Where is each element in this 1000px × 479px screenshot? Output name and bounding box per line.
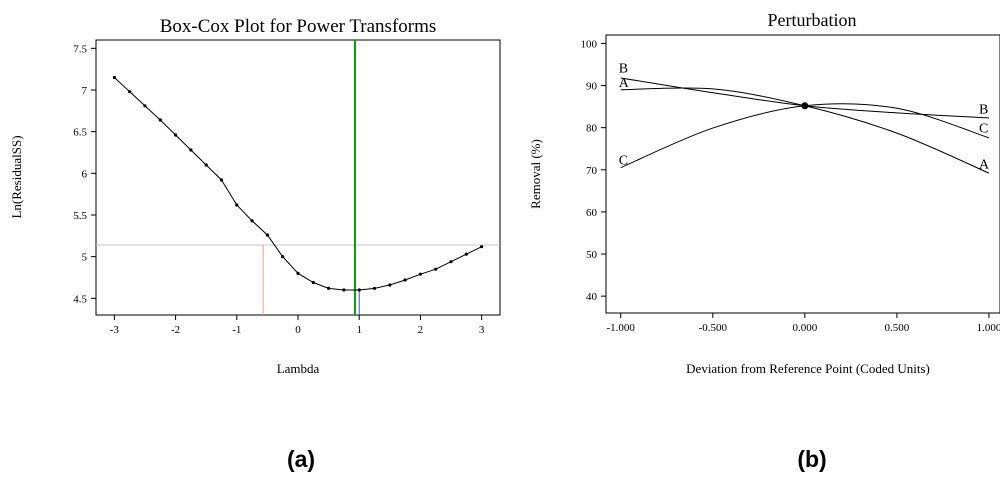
boxcox-y-tick-label: 7 <box>82 85 88 97</box>
boxcox-y-tick-label: 6 <box>82 168 88 180</box>
boxcox-x-tick-label: -2 <box>171 324 180 336</box>
boxcox-y-label: Ln(ResidualSS) <box>9 135 24 218</box>
boxcox-title: Box-Cox Plot for Power Transforms <box>160 16 437 37</box>
perturbation-y-tick-label: 50 <box>586 249 598 261</box>
perturbation-x-tick-label: -0.500 <box>699 322 728 334</box>
perturbation-y-tick-label: 80 <box>586 123 598 135</box>
boxcox-chart: Box-Cox Plot for Power Transforms -3 -2 -1… <box>9 16 501 376</box>
panel-label-a: (a) <box>287 446 315 472</box>
boxcox-point <box>372 286 377 290</box>
boxcox-x-tick-label: -1 <box>232 324 241 336</box>
boxcox-point <box>296 271 300 275</box>
boxcox-point <box>434 267 438 271</box>
perturbation-x-tick-label: 0.000 <box>792 322 817 334</box>
perturbation-x-tick-label: 1.000 <box>977 322 1000 334</box>
perturbation-series-label-right: B <box>979 103 988 118</box>
boxcox-x-axis: -3 -2 -1 0 1 2 3 <box>110 315 485 336</box>
panel-label-b: (b) <box>797 446 826 472</box>
perturbation-y-tick-label: 100 <box>581 38 598 50</box>
perturbation-series-label-left: B <box>619 61 628 76</box>
boxcox-y-tick-label: 5.5 <box>73 210 87 222</box>
boxcox-x-label: Lambda <box>277 361 320 376</box>
perturbation-x-tick-label: 0.500 <box>885 322 910 334</box>
boxcox-point <box>281 255 285 259</box>
perturbation-series-label-right: A <box>979 157 990 172</box>
boxcox-point <box>388 283 392 287</box>
perturbation-plot-frame <box>605 34 1000 314</box>
boxcox-x-tick-label: 1 <box>356 324 362 336</box>
boxcox-point <box>189 148 193 152</box>
perturbation-y-tick-label: 60 <box>586 207 598 219</box>
perturbation-reference-point <box>801 102 809 110</box>
boxcox-point <box>342 288 346 292</box>
boxcox-y-tick-label: 6.5 <box>73 127 87 139</box>
perturbation-series-label-left: C <box>619 153 628 168</box>
boxcox-point <box>112 75 116 80</box>
perturbation-series-label-right: C <box>979 122 988 137</box>
boxcox-point <box>265 233 269 237</box>
boxcox-series <box>112 75 484 292</box>
perturbation-curve-b <box>620 77 989 119</box>
perturbation-x-tick-label: -1.000 <box>607 322 636 334</box>
boxcox-point <box>158 118 162 122</box>
boxcox-x-tick-label: -3 <box>110 324 120 336</box>
boxcox-point <box>235 203 239 207</box>
perturbation-x-label: Deviation from Reference Point (Coded Un… <box>686 361 930 376</box>
boxcox-reference-lines <box>96 40 500 315</box>
boxcox-point <box>143 104 147 108</box>
boxcox-x-tick-label: 0 <box>295 324 301 336</box>
boxcox-point <box>449 260 453 264</box>
boxcox-point <box>480 245 484 249</box>
boxcox-point <box>311 280 315 285</box>
boxcox-curve <box>114 77 482 291</box>
perturbation-x-axis: -1.000 -0.500 0.000 0.500 1.000 <box>607 313 1000 334</box>
boxcox-y-tick-label: 4.5 <box>73 293 87 305</box>
boxcox-point <box>250 219 254 223</box>
perturbation-title: Perturbation <box>768 10 857 30</box>
boxcox-y-tick-label: 5 <box>82 252 88 264</box>
boxcox-point <box>403 278 407 282</box>
perturbation-y-tick-label: 70 <box>586 165 598 177</box>
perturbation-y-tick-label: 40 <box>586 291 598 303</box>
perturbation-y-axis: 40 50 60 70 80 90 100 <box>581 38 606 303</box>
perturbation-series-label-left: A <box>619 76 630 91</box>
boxcox-point <box>357 288 361 292</box>
perturbation-curve-c <box>620 103 990 169</box>
boxcox-point <box>219 178 224 182</box>
perturbation-y-label: Removal (%) <box>528 139 543 209</box>
boxcox-y-tick-label: 7.5 <box>73 43 87 55</box>
boxcox-point <box>327 286 331 290</box>
boxcox-y-axis: 4.5 5 5.5 6 6.5 7 7.5 <box>73 43 96 305</box>
boxcox-x-tick-label: 2 <box>418 324 424 336</box>
perturbation-chart: Perturbation -1.000 -0.500 0.000 0.500 1.000… <box>528 10 1000 376</box>
perturbation-y-tick-label: 90 <box>586 81 598 93</box>
boxcox-point <box>204 163 208 167</box>
boxcox-point <box>418 272 423 276</box>
boxcox-point <box>464 252 468 256</box>
boxcox-point <box>128 90 132 94</box>
boxcox-x-tick-label: 3 <box>479 324 485 336</box>
perturbation-curve-a <box>620 87 990 174</box>
boxcox-point <box>173 133 178 137</box>
